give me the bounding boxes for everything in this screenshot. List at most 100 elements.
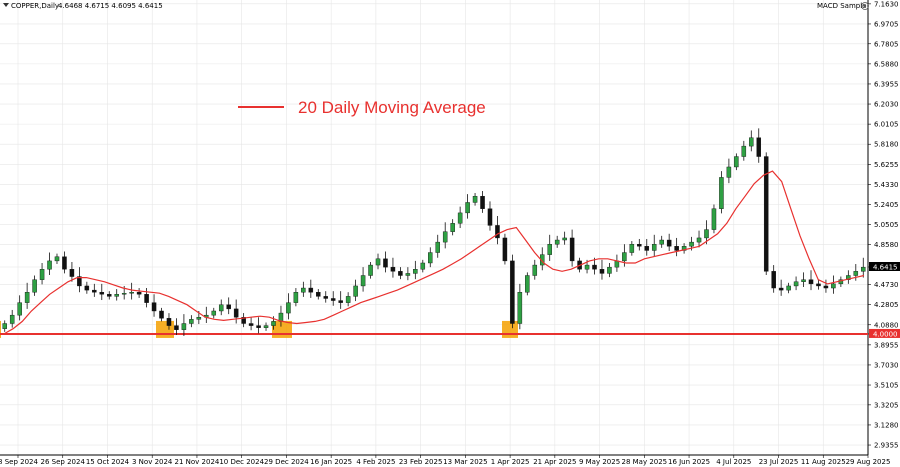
candle (651, 234, 657, 257)
candle-body (129, 292, 134, 294)
candle (129, 282, 134, 300)
candle-body (584, 264, 590, 270)
candle (39, 262, 45, 285)
x-tick-label: 28 May 2025 (621, 458, 667, 466)
candle-body (62, 256, 67, 270)
y-tick-label: 4.2805 (874, 301, 899, 309)
candle (681, 243, 687, 254)
candle (151, 294, 157, 317)
chevron-down-icon[interactable] (3, 3, 9, 7)
candle (189, 315, 194, 328)
candle-body (405, 273, 411, 276)
candle-body (696, 237, 702, 243)
candle-body (368, 264, 373, 276)
candle-body (793, 281, 799, 287)
y-tick-label: 4.4730 (874, 281, 899, 289)
candle (323, 291, 329, 303)
x-tick-label: 4 Jul 2025 (716, 458, 751, 466)
candle (487, 201, 493, 231)
support-level-label: 4.0000 (873, 330, 898, 338)
y-tick-label: 3.7030 (874, 361, 899, 369)
candle-body (360, 275, 366, 287)
candle (114, 289, 119, 301)
candle (375, 253, 381, 270)
candle (495, 216, 500, 245)
candle (77, 267, 82, 293)
candle (846, 270, 851, 284)
candle-body (704, 229, 709, 239)
candle (539, 247, 545, 271)
candle-body (554, 239, 560, 245)
candle (741, 140, 747, 161)
candle (413, 260, 418, 280)
candle-body (106, 294, 112, 297)
candle (263, 322, 269, 331)
candle (106, 291, 112, 300)
candle-body (801, 279, 806, 282)
candle (226, 297, 231, 315)
candle-body (674, 246, 679, 251)
candle-body (808, 279, 814, 285)
x-tick-label: 16 Jun 2025 (668, 458, 710, 466)
candle-body (32, 279, 37, 293)
candle (99, 283, 105, 301)
candle (861, 257, 866, 278)
candle-body (771, 271, 776, 289)
candle-body (263, 325, 269, 328)
candle (816, 279, 821, 290)
candle (241, 313, 246, 328)
candle (532, 259, 538, 280)
candle-body (211, 310, 217, 316)
candle-body (383, 258, 388, 268)
candle-body (711, 208, 717, 230)
y-tick-label: 4.0880 (874, 321, 899, 329)
candle (308, 279, 314, 298)
candle-body (121, 293, 127, 295)
x-tick-label: 16 Jan 2025 (310, 458, 352, 466)
candle-body (316, 292, 321, 297)
candle (502, 233, 508, 265)
candles (2, 128, 866, 337)
candle (442, 222, 448, 249)
candle (749, 130, 754, 152)
legend-label: 20 Daily Moving Average (298, 98, 486, 117)
candle (734, 153, 739, 171)
candle (801, 272, 806, 287)
x-tick-label: 26 Sep 2024 (41, 458, 86, 466)
candle (592, 257, 597, 275)
candle (398, 267, 403, 280)
x-tick-label: 3 Nov 2024 (132, 458, 173, 466)
candle (793, 276, 799, 291)
candle-body (69, 269, 75, 277)
candle-body (226, 304, 231, 310)
candle-body (136, 292, 142, 295)
y-tick-label: 4.8580 (874, 241, 899, 249)
candle-body (816, 283, 821, 287)
candle-body (450, 223, 455, 232)
candle (719, 171, 724, 214)
candle-body (301, 287, 306, 293)
candle-body (599, 269, 605, 274)
y-tick-label: 6.5880 (874, 60, 899, 68)
candle (256, 317, 261, 334)
candle (599, 259, 605, 280)
candle-body (607, 266, 612, 274)
candle (338, 291, 343, 309)
price-tag: 4.6415 (869, 261, 900, 271)
candle (525, 272, 530, 296)
candle-body (286, 302, 291, 314)
candle-body (525, 275, 530, 293)
candle-body (17, 302, 22, 316)
candle-body (241, 317, 246, 324)
y-tick-label: 6.9705 (874, 20, 899, 28)
candle (24, 282, 30, 309)
y-tick-label: 6.0105 (874, 121, 899, 129)
candle-body (689, 241, 694, 247)
candle-body (189, 319, 194, 324)
settings-icon[interactable] (861, 2, 869, 10)
x-tick-label: 9 May 2025 (579, 458, 620, 466)
ohlc-label: 4.6468 4.6715 4.6095 4.6415 (58, 2, 163, 10)
candle (808, 270, 814, 291)
candle-body (569, 237, 575, 262)
candle-body (338, 300, 343, 303)
